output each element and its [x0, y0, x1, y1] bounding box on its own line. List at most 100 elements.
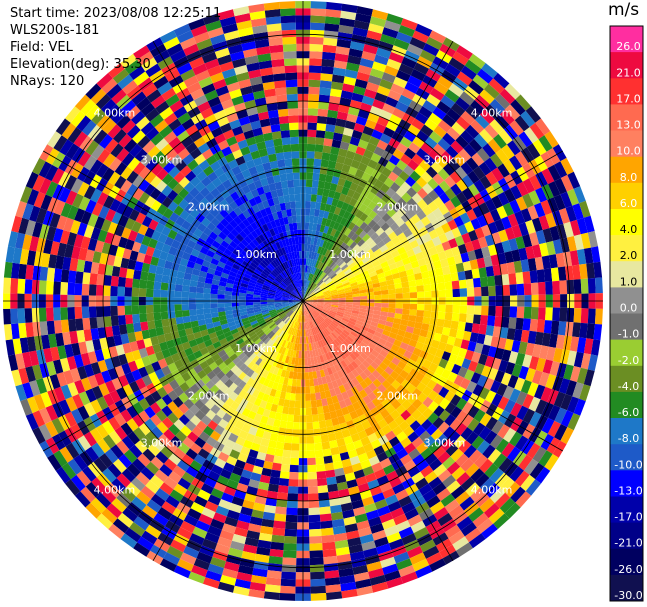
gate-cell: [289, 393, 296, 401]
gate-cell: [421, 419, 433, 431]
gate-cell: [218, 231, 227, 241]
gate-cell: [487, 275, 496, 287]
gate-cell: [276, 94, 288, 103]
gate-cell: [115, 246, 125, 258]
gate-cell: [261, 125, 272, 135]
gate-cell: [324, 297, 332, 300]
gate-cell: [314, 385, 320, 394]
gate-cell: [134, 232, 145, 244]
gate-cell: [220, 122, 232, 134]
gate-cell: [106, 336, 116, 348]
gate-cell: [291, 237, 296, 245]
gate-cell: [368, 136, 380, 147]
gate-cell: [498, 359, 509, 373]
gate-cell: [361, 420, 372, 430]
gate-cell: [245, 191, 254, 201]
gate-cell: [63, 217, 75, 232]
gate-cell: [456, 542, 473, 557]
gate-cell: [135, 212, 147, 225]
gate-cell: [426, 93, 441, 107]
gate-cell: [261, 286, 270, 291]
gate-cell: [157, 258, 166, 268]
gate-cell: [507, 446, 521, 462]
gate-cell: [146, 280, 155, 290]
gate-cell: [278, 166, 287, 175]
gate-cell: [344, 397, 353, 407]
gate-cell: [357, 452, 369, 463]
gate-cell: [305, 287, 310, 295]
gate-cell: [395, 186, 407, 198]
gate-cell: [314, 363, 320, 372]
gate-cell: [341, 406, 350, 416]
gate-cell: [388, 231, 398, 241]
gate-cell: [287, 378, 293, 386]
gate-cell: [341, 3, 358, 13]
gate-cell: [365, 237, 374, 246]
gate-cell: [307, 129, 317, 138]
gate-cell: [360, 352, 369, 360]
gate-cell: [452, 51, 469, 66]
gate-cell: [283, 442, 292, 451]
gate-cell: [75, 271, 84, 284]
gate-cell: [350, 312, 359, 318]
gate-cell: [238, 513, 252, 524]
gate-cell: [397, 360, 407, 370]
gate-cell: [230, 540, 245, 551]
gate-cell: [196, 170, 208, 182]
gate-cell: [232, 533, 247, 545]
gate-cell: [410, 214, 421, 225]
gate-cell: [133, 322, 142, 333]
gate-cell: [309, 29, 325, 38]
gate-cell: [363, 368, 372, 377]
gate-cell: [437, 119, 452, 133]
gate-cell: [320, 527, 334, 536]
gate-cell: [448, 353, 458, 364]
gate-cell: [372, 529, 387, 541]
gate-cell: [512, 450, 527, 467]
gate-cell: [236, 571, 253, 582]
gate-cell: [272, 315, 280, 322]
gate-cell: [336, 284, 344, 290]
gate-cell: [324, 390, 332, 399]
gate-cell: [314, 442, 323, 451]
gate-cell: [230, 328, 239, 335]
gate-cell: [411, 388, 422, 399]
gate-cell: [374, 54, 389, 66]
gate-cell: [144, 363, 155, 375]
gate-cell: [265, 230, 273, 239]
gate-cell: [296, 272, 300, 281]
gate-cell: [503, 159, 517, 175]
gate-cell: [543, 268, 553, 282]
gate-cell: [198, 159, 210, 171]
gate-cell: [140, 102, 156, 117]
gate-cell: [244, 337, 252, 345]
gate-cell: [121, 100, 136, 115]
gate-cell: [367, 252, 377, 260]
gate-cell: [384, 525, 399, 537]
gate-cell: [335, 546, 350, 556]
gate-cell: [471, 268, 480, 279]
gate-cell: [150, 493, 166, 507]
gate-cell: [167, 290, 175, 298]
gate-cell: [243, 347, 252, 356]
gate-cell: [267, 298, 275, 301]
gate-cell: [414, 321, 423, 330]
gate-cell: [358, 527, 372, 538]
gate-cell: [299, 279, 302, 287]
gate-cell: [412, 558, 430, 572]
gate-cell: [366, 288, 374, 293]
gate-cell: [138, 224, 149, 236]
gate-cell: [483, 211, 495, 225]
gate-cell: [286, 318, 292, 326]
gate-cell: [81, 306, 90, 319]
gate-cell: [491, 167, 504, 182]
gate-cell: [321, 321, 328, 329]
gate-cell: [529, 462, 545, 480]
gate-cell: [263, 215, 271, 224]
gate-cell: [525, 106, 541, 123]
gate-cell: [304, 372, 310, 380]
gate-cell: [270, 124, 281, 133]
gate-cell: [379, 481, 393, 493]
gate-cell: [398, 495, 413, 508]
gate-cell: [407, 320, 416, 328]
